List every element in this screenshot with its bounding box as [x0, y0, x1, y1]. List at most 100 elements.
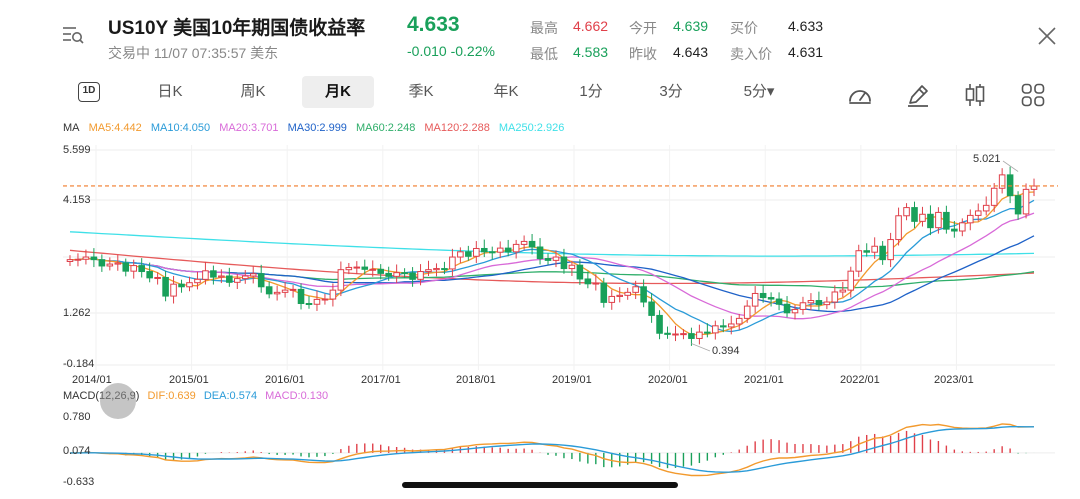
candle-body [281, 289, 289, 293]
tab-1d[interactable]: 1D [78, 82, 100, 102]
candle-body [576, 264, 584, 280]
candle-body [425, 269, 432, 273]
candle-body [791, 308, 799, 314]
candle-body [608, 295, 616, 303]
candle-body [751, 292, 759, 307]
menu-search-icon[interactable] [62, 24, 84, 46]
ma10-line [69, 199, 1035, 333]
quote-header: US10Y 美国10年期国债收益率 交易中 11/07 07:35:57 美东 … [0, 0, 1080, 72]
ma5-value: MA5:4.442 [88, 122, 142, 134]
speedometer-icon[interactable] [847, 82, 873, 108]
touch-indicator [100, 383, 136, 419]
y-tick-label: 5.599 [63, 144, 91, 156]
stat-value-prev-close: 4.643 [673, 44, 709, 60]
candle-body [401, 272, 408, 275]
candle-body [66, 259, 74, 262]
dea-line [70, 426, 1034, 473]
price-change: -0.010 -0.22% [407, 43, 495, 59]
candle-body [951, 228, 958, 232]
ma30-value: MA30:2.999 [287, 122, 347, 134]
candle-body [433, 268, 440, 271]
home-indicator[interactable] [402, 482, 678, 488]
candle-body [313, 298, 321, 305]
candle-body [473, 247, 480, 257]
candle-body [130, 265, 138, 272]
tab-1min[interactable]: 1分 [579, 83, 603, 100]
macd-legend: MACD(12,26,9) DIF:0.639 DEA:0.574 MACD:0… [63, 390, 333, 402]
stat-label-prev-close: 昨收 [629, 46, 657, 62]
candle-body [194, 278, 201, 284]
ma120-value: MA120:2.288 [424, 122, 490, 134]
candle-body [704, 331, 711, 334]
stat-label-open: 今开 [629, 20, 657, 36]
candle-body [919, 213, 926, 222]
candle-body [911, 207, 918, 222]
candle-body [552, 256, 560, 261]
tab-yearly[interactable]: 年K [493, 83, 519, 100]
x-tick-label: 2018/01 [456, 374, 496, 386]
macd-value: MACD:0.130 [265, 390, 329, 402]
candle-body [720, 325, 727, 328]
candle-body [241, 275, 249, 280]
x-tick-label: 2023/01 [934, 374, 974, 386]
close-icon[interactable] [1036, 25, 1058, 47]
candle-body [385, 272, 392, 277]
x-tick-label: 2014/01 [72, 374, 112, 386]
macd-chart[interactable] [0, 404, 1080, 496]
y-tick-label: 1.262 [63, 307, 91, 319]
candle-body [170, 283, 177, 297]
x-tick-label: 2019/01 [552, 374, 592, 386]
grid-icon[interactable] [1020, 82, 1046, 108]
candle-body [202, 270, 209, 280]
x-tick-label: 2021/01 [744, 374, 784, 386]
candle-body [815, 300, 823, 306]
tab-3min[interactable]: 3分 [659, 83, 683, 100]
tab-5min-dropdown[interactable]: 5分▾ [743, 83, 775, 100]
candle-body [82, 256, 90, 260]
candle-body [393, 272, 400, 277]
candle-body [895, 215, 902, 241]
candle-body [1014, 195, 1022, 215]
stat-label-high: 最高 [530, 20, 558, 36]
candle-body [688, 333, 695, 339]
candle-body [799, 302, 807, 310]
dea-value: DEA:0.574 [203, 390, 258, 402]
candle-body [943, 211, 950, 230]
candle-body [337, 269, 345, 291]
candle-body [839, 289, 847, 293]
candle-body [990, 187, 998, 206]
candle-body [696, 331, 703, 339]
candle-body [457, 251, 464, 258]
candle-body [122, 262, 130, 272]
candle-body [488, 251, 496, 254]
ma10-value: MA10:4.050 [150, 122, 211, 134]
pen-icon[interactable] [905, 82, 931, 108]
tab-daily[interactable]: 日K [157, 83, 183, 100]
stat-value-low: 4.583 [573, 44, 609, 60]
candle-body [154, 276, 161, 279]
candle-body [74, 258, 82, 261]
tab-weekly[interactable]: 周K [240, 83, 266, 100]
candle-body [234, 278, 241, 283]
candlestick-icon[interactable] [962, 82, 988, 108]
candle-body [903, 207, 910, 217]
candle-body [616, 294, 624, 297]
stat-value-bid: 4.633 [788, 18, 824, 34]
candle-body [735, 317, 743, 325]
candle-body [743, 305, 751, 319]
candle-body [982, 204, 990, 212]
candlestick-chart[interactable] [0, 138, 1080, 388]
tab-monthly[interactable]: 月K [302, 76, 374, 108]
tab-quarterly[interactable]: 季K [408, 83, 434, 100]
x-tick-label: 2022/01 [840, 374, 880, 386]
candle-body [536, 246, 544, 260]
candle-body [600, 282, 608, 303]
stat-label-bid: 买价 [730, 20, 758, 36]
ma60-value: MA60:2.248 [356, 122, 416, 134]
macd-y-tick-label: 0.074 [63, 445, 91, 457]
candle-body [257, 273, 265, 288]
stat-value-open: 4.639 [673, 18, 709, 34]
candle-body [345, 266, 353, 271]
x-tick-label: 2017/01 [361, 374, 401, 386]
candle-body [592, 282, 600, 285]
